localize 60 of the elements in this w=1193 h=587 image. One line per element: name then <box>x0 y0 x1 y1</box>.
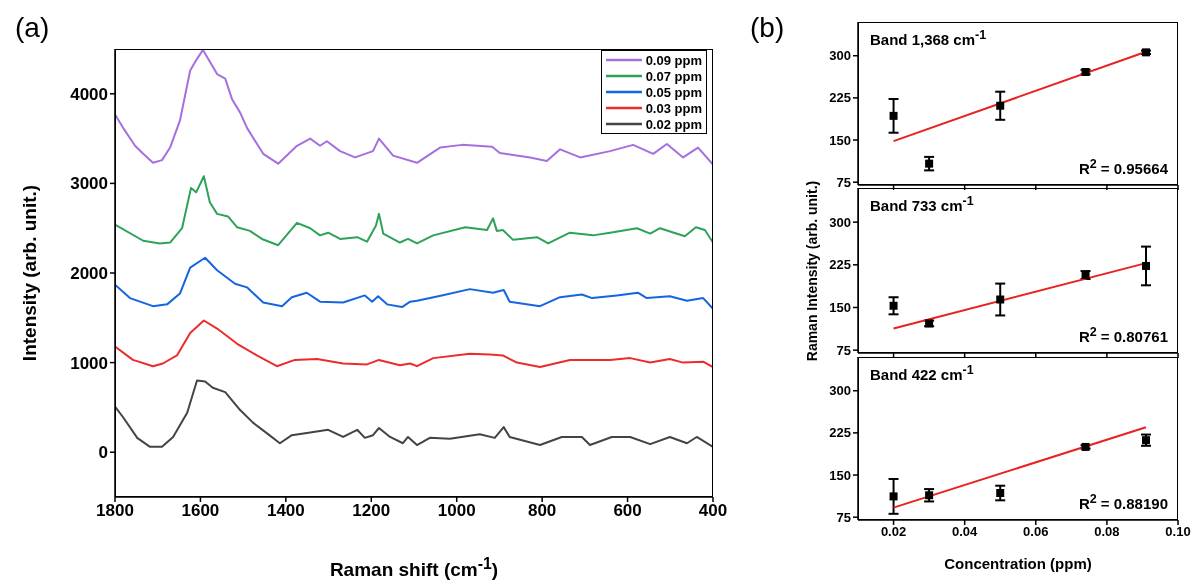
y-tick-label: 150 <box>829 467 851 483</box>
annotation: R$^{2}$ = 0.95664 <box>1078 157 1168 177</box>
x-tick-label: 400 <box>698 501 728 521</box>
point <box>889 111 898 120</box>
x-axis-title: Concentration (ppm) <box>943 555 1093 572</box>
y-tick-label: 150 <box>829 300 851 316</box>
point <box>996 101 1005 110</box>
line-series <box>115 49 713 166</box>
x-tick-label: 1800 <box>96 501 134 521</box>
text: (b) <box>750 12 785 44</box>
point <box>925 159 934 168</box>
x-tick-label: 600 <box>613 501 642 521</box>
y-tick-label: 300 <box>829 383 851 399</box>
legend-label: 0.07 ppm <box>645 68 702 84</box>
y-tick-label: 300 <box>829 48 851 64</box>
y-tick-label: 150 <box>829 132 851 148</box>
y-tick-label: 225 <box>829 425 851 441</box>
x-tick-label: 0.04 <box>952 524 979 540</box>
x-tick-label: 1000 <box>437 501 476 521</box>
y-tick-label: 75 <box>836 342 851 358</box>
x-tick-label: 0.06 <box>1023 524 1049 540</box>
annotation: R$^{2}$ = 0.88190 <box>1078 492 1168 512</box>
x-tick-label: 0.02 <box>880 524 907 540</box>
annotation: Band 422 cm$^{-1}$ <box>870 363 974 383</box>
y-tick-label: 0 <box>98 443 108 463</box>
annotation: Band 733 cm$^{-1}$ <box>870 194 974 214</box>
line-series <box>115 256 713 310</box>
x-tick-label: 1600 <box>181 501 220 521</box>
y-tick-label: 1000 <box>70 353 108 373</box>
y-tick-label: 2000 <box>70 264 108 284</box>
x-tick-label: 1400 <box>266 501 305 521</box>
y-tick-label: 225 <box>829 90 851 106</box>
point <box>889 492 898 501</box>
line-series <box>115 319 713 369</box>
point <box>889 301 898 310</box>
point <box>1142 261 1150 270</box>
text: (a) <box>15 12 50 44</box>
line-series <box>115 379 713 448</box>
y-tick-label: 300 <box>829 214 851 230</box>
y-tick-label: 3000 <box>70 174 108 194</box>
y-axis-title: Raman Intensity (arb. unit.) <box>804 180 820 361</box>
legend-label: 0.03 ppm <box>645 100 702 116</box>
y-axis-title: Intensity (arb. unit.) <box>19 184 41 362</box>
x-tick-label: 0.08 <box>1094 524 1120 540</box>
x-tick-label: 800 <box>527 501 557 521</box>
line-series <box>115 175 713 247</box>
annotation: Band 1,368 cm$^{-1}$ <box>870 28 987 48</box>
x-tick-label: 0.10 <box>1165 524 1191 540</box>
legend-label: 0.05 ppm <box>645 84 702 100</box>
y-tick-label: 4000 <box>70 84 108 104</box>
legend-label: 0.02 ppm <box>645 116 702 132</box>
annotation: R$^{2}$ = 0.80761 <box>1078 325 1168 345</box>
legend-label: 0.09 ppm <box>645 52 702 68</box>
y-tick-label: 225 <box>829 257 851 273</box>
x-axis-title: Raman shift (cm$^{-1}$) <box>328 555 500 582</box>
x-tick-label: 1200 <box>352 501 391 521</box>
point <box>996 489 1005 498</box>
point <box>996 295 1005 304</box>
y-tick-label: 75 <box>836 509 851 525</box>
y-tick-label: 75 <box>836 174 851 190</box>
